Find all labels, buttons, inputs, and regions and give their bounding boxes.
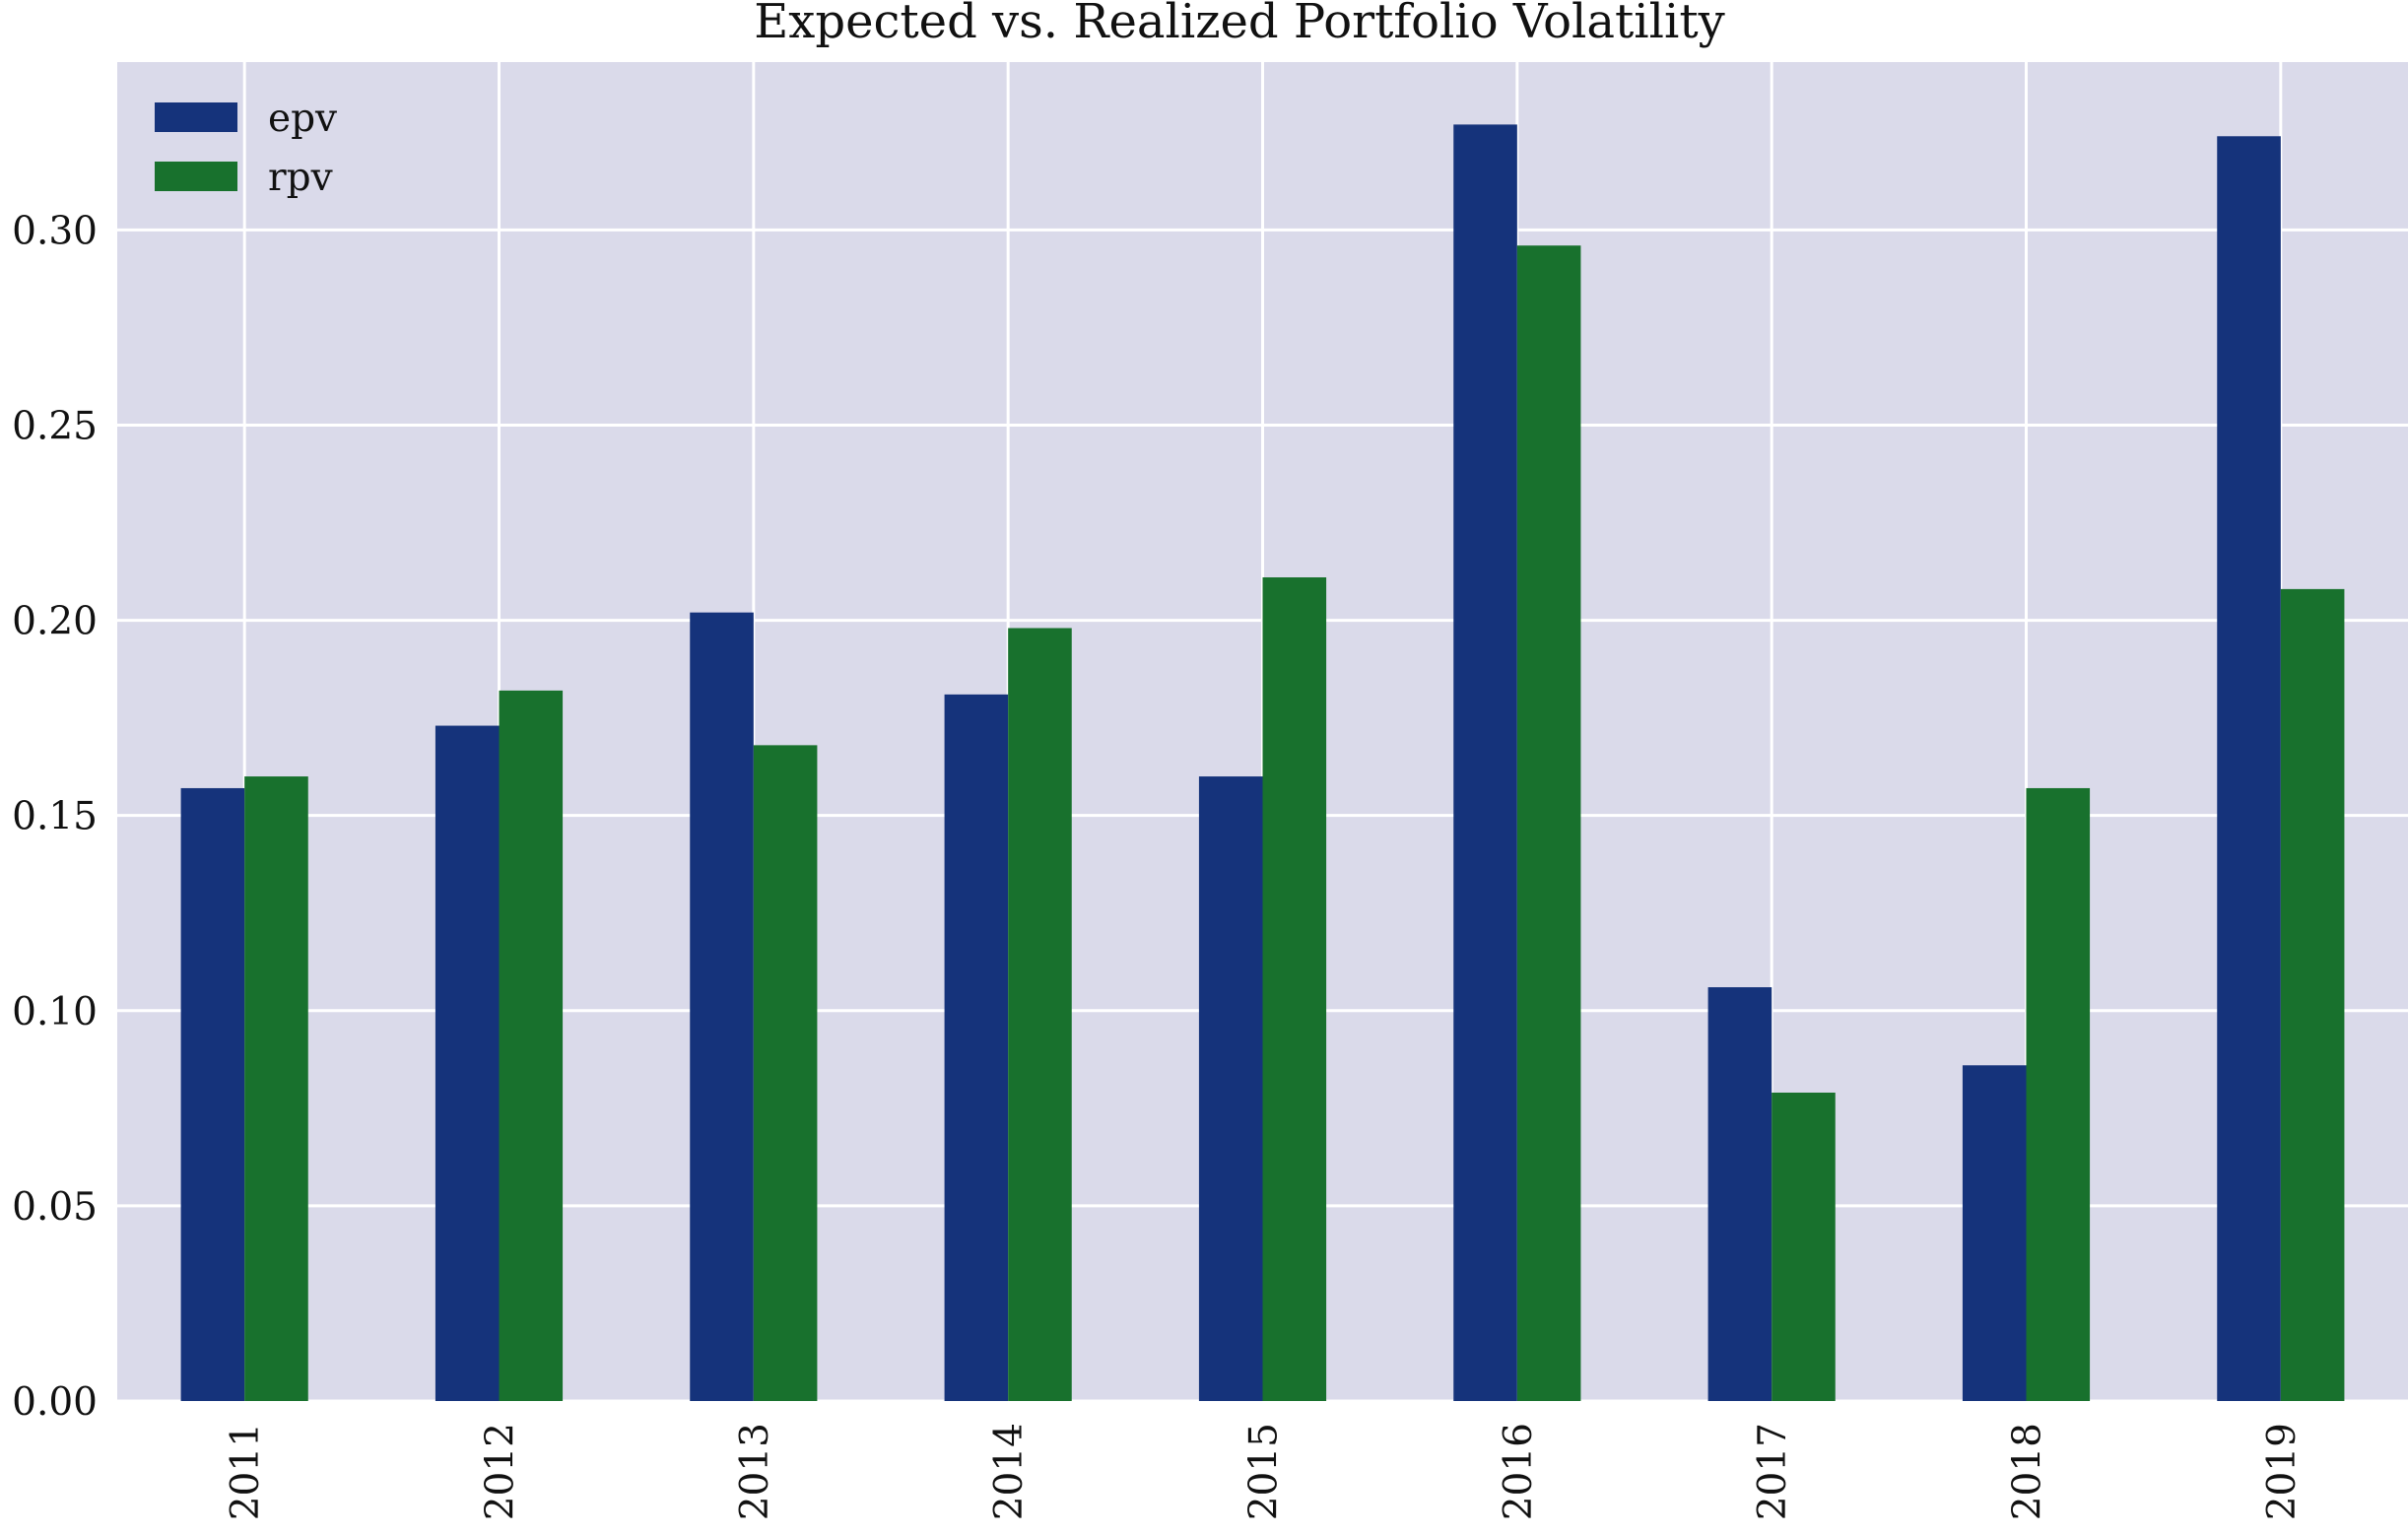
bar-rpv-2015 (1262, 576, 1327, 1401)
legend-label-epv: epv (268, 97, 337, 141)
legend-label-rpv: rpv (268, 156, 333, 200)
y-tick-label: 0.10 (12, 990, 98, 1035)
chart-title: Expected vs. Realized Portfolio Volatili… (754, 0, 1725, 49)
y-tick-label: 0.15 (12, 795, 98, 839)
bar-rpv-2018 (2026, 787, 2091, 1401)
bar-epv-2019 (2217, 136, 2281, 1401)
x-tick-label: 2014 (987, 1423, 1032, 1520)
y-axis: 0.00 0.05 0.10 0.15 0.20 0.25 0.30 (12, 209, 98, 1425)
y-tick-label: 0.30 (12, 209, 98, 253)
legend-swatch-epv (155, 102, 237, 132)
x-tick-label: 2012 (479, 1423, 523, 1520)
bar-rpv-2014 (1008, 628, 1072, 1401)
x-axis: 2011 2012 2013 2014 2015 2016 2017 2018 2019 (224, 1423, 2305, 1520)
y-tick-label: 0.00 (12, 1380, 98, 1425)
bar-epv-2015 (1198, 776, 1263, 1401)
y-tick-label: 0.20 (12, 600, 98, 644)
bar-epv-2016 (1453, 124, 1517, 1402)
bar-rpv-2016 (1516, 245, 1581, 1402)
y-tick-label: 0.25 (12, 404, 98, 448)
x-tick-label: 2017 (1751, 1423, 1795, 1520)
bar-epv-2018 (1962, 1065, 2027, 1401)
bars (180, 124, 2345, 1402)
x-tick-label: 2015 (1242, 1423, 1287, 1520)
x-tick-label: 2013 (733, 1423, 777, 1520)
y-tick-label: 0.05 (12, 1185, 98, 1230)
bar-rpv-2013 (753, 745, 818, 1401)
bar-epv-2011 (180, 787, 245, 1401)
x-tick-label: 2011 (224, 1423, 268, 1520)
bar-epv-2017 (1707, 987, 1773, 1401)
bar-epv-2012 (435, 725, 500, 1401)
bar-rpv-2012 (499, 690, 564, 1401)
x-tick-label: 2019 (2260, 1423, 2305, 1520)
bar-rpv-2017 (1772, 1092, 1836, 1401)
legend: epv rpv (155, 97, 337, 200)
x-tick-label: 2018 (2006, 1423, 2050, 1520)
bar-epv-2014 (944, 694, 1009, 1401)
bar-epv-2013 (690, 612, 754, 1401)
legend-swatch-rpv (155, 162, 237, 191)
x-tick-label: 2016 (1497, 1423, 1541, 1520)
bar-rpv-2011 (244, 776, 308, 1401)
bar-rpv-2019 (2280, 588, 2345, 1401)
